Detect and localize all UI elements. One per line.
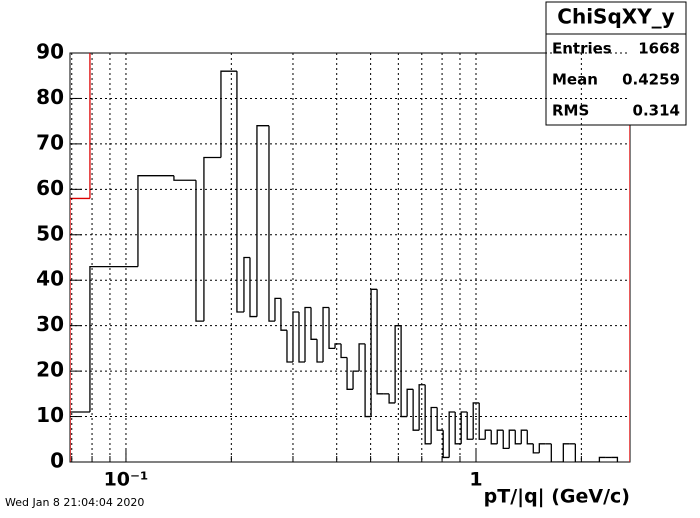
histogram-bin: [532, 443, 540, 454]
histogram-bin: [496, 429, 504, 444]
stats-title: ChiSqXY_y: [557, 5, 674, 29]
histogram-bin: [280, 298, 287, 331]
y-tick-label: 50: [36, 221, 64, 245]
x-axis-title: pT/|q| (GeV/c): [484, 486, 630, 508]
histogram-bin: [304, 306, 312, 363]
stats-value: 0.314: [633, 102, 680, 120]
histogram-bin: [550, 443, 558, 462]
histogram-bin: [454, 412, 462, 445]
histogram-bin: [352, 370, 360, 390]
y-tick-label: 40: [36, 267, 64, 291]
histogram-bin: [478, 402, 486, 440]
histogram-bin: [89, 265, 138, 413]
histogram-bin: [249, 257, 257, 318]
histogram-bin: [310, 307, 318, 340]
histogram-bin: [526, 430, 534, 445]
stats-value: 0.4259: [622, 71, 680, 89]
histogram-bin: [137, 175, 174, 267]
histogram-bin: [412, 389, 420, 431]
histogram-bin: [173, 175, 196, 181]
plot-area: [70, 53, 630, 462]
histogram-bin: [406, 388, 414, 417]
x-tick-label: 10⁻¹: [104, 469, 149, 491]
histogram-bin: [502, 430, 510, 450]
histogram-bin: [520, 429, 528, 444]
histogram-bin: [490, 430, 498, 445]
y-tick-label: 10: [36, 403, 64, 427]
x-tick-label: 1: [469, 469, 482, 491]
timestamp: Wed Jan 8 21:04:04 2020: [5, 496, 144, 509]
stats-label: RMS: [552, 102, 589, 120]
histogram-bin: [274, 297, 281, 322]
histogram-bin: [328, 307, 336, 350]
histogram-bin: [358, 343, 366, 372]
histogram-bin: [340, 343, 348, 359]
histogram-bin: [256, 125, 269, 317]
histogram-bin: [448, 411, 456, 458]
histogram-bin: [508, 429, 516, 449]
stats-box: ChiSqXY_y: [545, 1, 687, 126]
stats-frame: [545, 1, 687, 126]
histogram-bin: [203, 156, 221, 322]
histogram-bin: [286, 330, 293, 363]
histogram-bin: [220, 70, 237, 158]
histogram-bin: [424, 384, 432, 445]
histogram-bin: [472, 402, 480, 440]
histogram-bin: [418, 384, 426, 431]
y-tick-label: 20: [36, 358, 64, 382]
histogram-bin: [70, 411, 90, 462]
histogram-bin: [562, 443, 570, 462]
histogram-bin: [89, 53, 630, 462]
histogram-bin: [298, 312, 306, 363]
histogram-bin: [574, 443, 582, 462]
stats-value: 1668: [638, 40, 680, 58]
histogram-bin: [322, 306, 330, 363]
histogram-bin: [376, 289, 384, 395]
histogram-bin: [514, 430, 522, 445]
histogram-bin: [316, 339, 324, 363]
histogram-bin: [334, 343, 342, 349]
y-tick-label: 90: [36, 40, 64, 64]
stats-label: Entries: [552, 40, 612, 58]
histogram-bin: [346, 357, 354, 390]
histogram-bin: [243, 256, 250, 313]
histogram-bin: [598, 456, 606, 462]
histogram-bin: [268, 125, 275, 322]
histogram-bin: [70, 197, 90, 462]
y-tick-label: 60: [36, 176, 64, 200]
histogram-bin: [442, 430, 450, 459]
histogram-bin: [538, 443, 546, 453]
histogram-bin: [466, 412, 474, 440]
histogram-bin: [611, 456, 619, 462]
y-tick-label: 0: [50, 449, 64, 473]
histogram-bin: [388, 393, 396, 404]
y-tick-label: 70: [36, 130, 64, 154]
histogram-bin: [436, 407, 444, 431]
histogram-bin: [430, 406, 438, 444]
histogram-bin: [484, 429, 492, 440]
histogram-bin: [195, 180, 204, 322]
y-tick-label: 80: [36, 85, 64, 109]
stats-label: Mean: [552, 71, 598, 89]
histogram-bin: [292, 311, 299, 363]
histogram-bin: [236, 71, 244, 313]
histogram-bin: [460, 411, 468, 444]
y-tick-label: 30: [36, 312, 64, 336]
